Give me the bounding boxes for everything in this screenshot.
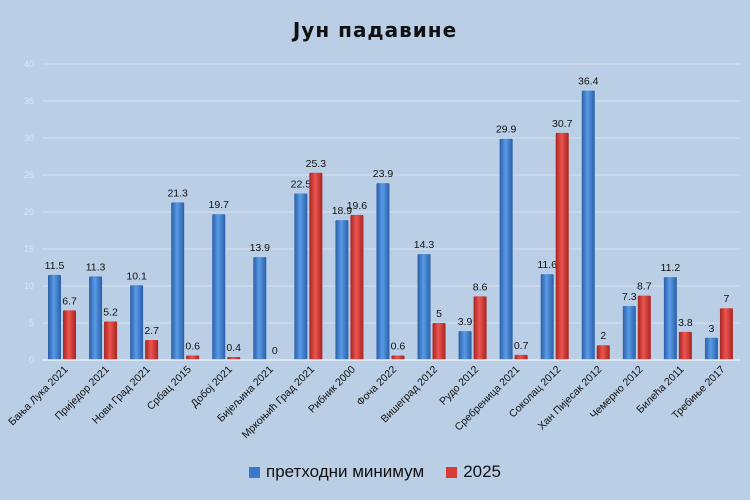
bar-previous-minimum xyxy=(581,90,595,360)
data-label: 14.3 xyxy=(414,239,435,251)
bar-2025 xyxy=(104,321,118,360)
y-tick-label: 20 xyxy=(24,207,34,217)
data-label: 21.3 xyxy=(167,187,188,199)
data-label: 2 xyxy=(600,330,606,342)
bar-previous-minimum xyxy=(171,202,185,360)
data-label: 0 xyxy=(272,345,278,357)
data-label: 19.6 xyxy=(347,200,368,212)
data-label: 7 xyxy=(724,293,730,305)
y-tick-label: 35 xyxy=(24,96,34,106)
data-label: 0.6 xyxy=(391,341,406,353)
data-label: 5.2 xyxy=(103,307,118,319)
legend: претходни минимум 2025 xyxy=(0,462,750,482)
data-label: 7.3 xyxy=(622,291,637,303)
bar-previous-minimum xyxy=(48,274,61,360)
bar-2025 xyxy=(678,331,692,360)
bar-previous-minimum xyxy=(663,277,677,360)
y-tick-label: 10 xyxy=(24,281,34,291)
bar-2025 xyxy=(309,172,323,360)
bar-2025 xyxy=(719,308,733,360)
bar-2025 xyxy=(391,355,405,360)
y-tick-label: 30 xyxy=(24,133,34,143)
bar-previous-minimum xyxy=(458,331,472,360)
data-label: 11.2 xyxy=(661,262,681,274)
data-label: 18.9 xyxy=(332,205,353,217)
bar-2025 xyxy=(63,310,76,360)
bar-previous-minimum xyxy=(376,183,390,360)
data-label: 10.1 xyxy=(126,270,147,282)
legend-label: претходни минимум xyxy=(265,462,425,481)
legend-item-2025: 2025 xyxy=(446,462,501,482)
data-label: 25.3 xyxy=(306,158,327,170)
y-tick-label: 40 xyxy=(24,59,34,69)
data-label: 30.7 xyxy=(552,118,573,130)
data-label: 6.7 xyxy=(62,295,77,307)
bar-2025 xyxy=(555,132,569,360)
data-label: 3 xyxy=(709,323,715,335)
data-label: 23.9 xyxy=(373,168,394,180)
data-label: 0.6 xyxy=(185,341,200,353)
bar-previous-minimum xyxy=(294,193,308,360)
data-label: 0.4 xyxy=(226,342,241,354)
bar-2025 xyxy=(432,323,446,360)
data-label: 11.6 xyxy=(537,259,557,271)
bar-2025 xyxy=(145,340,159,360)
bar-previous-minimum xyxy=(89,276,103,360)
bar-2025 xyxy=(350,214,364,360)
chart-title: Јун падавине xyxy=(292,18,458,42)
bar-2025 xyxy=(596,345,610,360)
data-label: 11.5 xyxy=(45,260,65,272)
x-tick-label: Рудо 2012 xyxy=(437,364,481,408)
bar-previous-minimum xyxy=(130,285,144,360)
x-tick-label: Србац 2015 xyxy=(145,364,194,413)
bar-2025 xyxy=(186,355,200,360)
bar-previous-minimum xyxy=(417,254,431,360)
data-label: 13.9 xyxy=(250,242,271,254)
y-tick-label: 0 xyxy=(29,355,34,365)
y-tick-label: 5 xyxy=(29,318,34,328)
data-label: 3.8 xyxy=(678,317,693,329)
data-label: 29.9 xyxy=(496,124,517,136)
data-label: 8.7 xyxy=(637,281,652,293)
legend-swatch-blue xyxy=(248,466,260,478)
data-label: 3.9 xyxy=(458,316,473,328)
bar-2025 xyxy=(637,295,651,360)
bar-previous-minimum xyxy=(540,274,554,360)
data-label: 36.4 xyxy=(578,76,599,88)
bar-2025 xyxy=(514,354,528,360)
bar-previous-minimum xyxy=(704,337,718,360)
legend-label: 2025 xyxy=(463,462,502,481)
data-label: 0.7 xyxy=(514,340,529,352)
bar-previous-minimum xyxy=(335,220,349,360)
x-tick-label: Мркоњић Град 2021 xyxy=(240,364,318,442)
bar-previous-minimum xyxy=(622,305,636,360)
bar-previous-minimum xyxy=(253,257,267,360)
data-label: 8.6 xyxy=(473,281,488,293)
bar-previous-minimum xyxy=(212,214,226,360)
bar-previous-minimum xyxy=(499,138,513,360)
data-label: 22.5 xyxy=(291,179,312,191)
data-label: 19.7 xyxy=(209,199,230,211)
bar-2025 xyxy=(473,296,487,360)
data-label: 5 xyxy=(436,308,442,320)
legend-swatch-red xyxy=(446,466,458,478)
legend-item-previous-minimum: претходни минимум xyxy=(248,462,425,482)
y-tick-label: 15 xyxy=(24,244,34,254)
data-label: 11.3 xyxy=(86,261,106,273)
y-tick-label: 25 xyxy=(24,170,34,180)
data-label: 2.7 xyxy=(144,325,159,337)
